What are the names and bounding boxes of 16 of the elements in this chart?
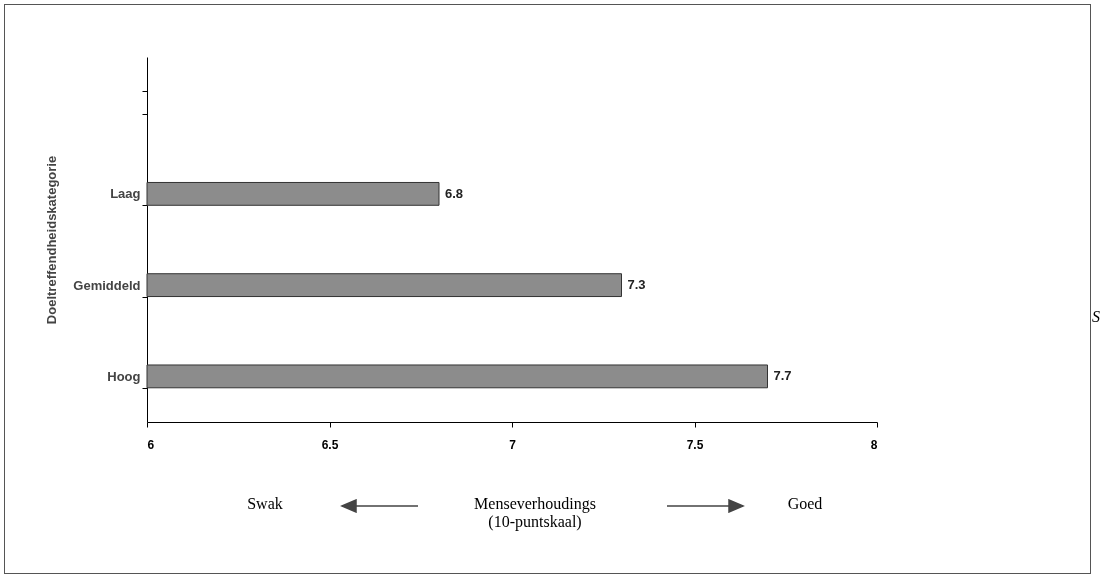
- y-tick-label: Laag: [110, 186, 141, 202]
- x-axis-title: Menseverhoudings (10-puntskaal): [473, 495, 597, 531]
- x-tick-label: 7: [509, 437, 517, 452]
- text: S: [1092, 308, 1100, 326]
- data-label: 6.8: [445, 185, 464, 201]
- text: Goed: [786, 495, 824, 513]
- y-tick-label: Hoog: [107, 368, 141, 384]
- x-tick-label: 6.5: [321, 437, 339, 452]
- data-label: 7.3: [627, 277, 646, 293]
- y-axis-title: Doeltreffendheidskategorie: [44, 155, 60, 325]
- x-tick-label: 7.5: [686, 437, 704, 452]
- x-tick-label: 6: [147, 437, 155, 452]
- y-tick-label: Gemiddeld: [73, 277, 141, 293]
- text: Swak: [246, 495, 284, 513]
- x-tick-label: 8: [870, 437, 878, 452]
- data-label: 7.7: [773, 368, 792, 384]
